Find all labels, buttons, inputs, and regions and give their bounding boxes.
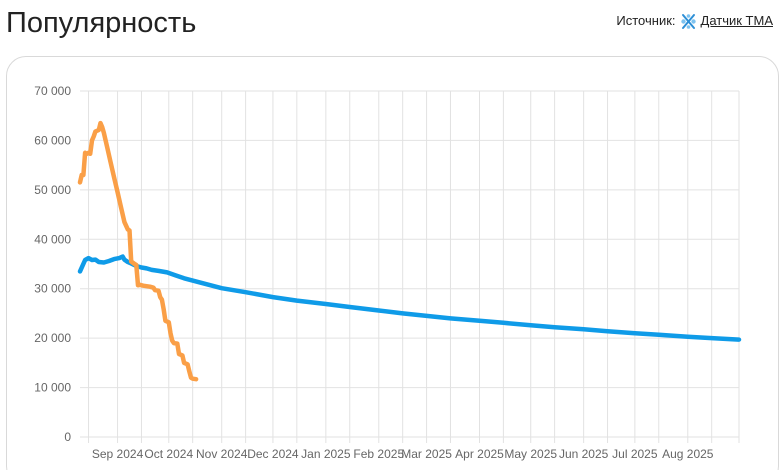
y-tick-label: 10 000 <box>34 381 71 395</box>
x-tick-label: Jan 2025 <box>301 447 351 461</box>
source-attribution: Источник: Датчик ТМА <box>616 12 773 30</box>
x-axis-labels: Sep 2024 Oct 2024 Nov 2024 Dec 2024 Jan 2025… <box>92 447 714 461</box>
tma-sensor-icon <box>680 13 696 29</box>
x-tick-label: Nov 2024 <box>196 447 248 461</box>
y-tick-label: 0 <box>64 430 71 444</box>
y-grid <box>80 90 739 438</box>
y-tick-label: 60 000 <box>34 133 71 147</box>
series-line-2 <box>77 120 199 382</box>
x-tick-label: Aug 2025 <box>662 447 714 461</box>
x-tick-label: Jul 2025 <box>612 447 658 461</box>
y-tick-label: 40 000 <box>34 232 71 246</box>
series-layer <box>77 120 742 382</box>
source-link[interactable]: Датчик ТМА <box>700 13 773 28</box>
x-tick-label: Mar 2025 <box>401 447 452 461</box>
x-tick-label: Dec 2024 <box>247 447 299 461</box>
y-tick-label: 20 000 <box>34 331 71 345</box>
x-tick-label: Sep 2024 <box>92 447 144 461</box>
series-line-1 <box>77 254 742 342</box>
x-tick-label: Apr 2025 <box>455 447 504 461</box>
x-tick-label: Feb 2025 <box>353 447 404 461</box>
x-grid <box>88 91 740 443</box>
y-tick-label: 70 000 <box>34 84 71 98</box>
y-tick-label: 30 000 <box>34 282 71 296</box>
source-label: Источник: <box>616 13 676 28</box>
x-tick-label: May 2025 <box>504 447 557 461</box>
page-title: Популярность <box>6 7 197 39</box>
y-axis-labels: 0 10 000 20 000 30 000 40 000 50 000 60 000 70 … <box>34 84 71 444</box>
x-tick-label: Jun 2025 <box>559 447 609 461</box>
y-tick-label: 50 000 <box>34 183 71 197</box>
x-tick-label: Oct 2024 <box>144 447 193 461</box>
